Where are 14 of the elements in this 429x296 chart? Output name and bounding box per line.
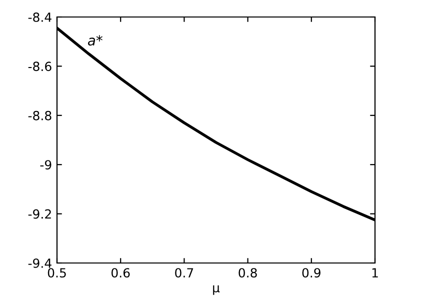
x-tick-label: 0.9: [302, 268, 320, 278]
x-axis-title: μ: [213, 285, 220, 295]
y-tick-label: -9: [40, 160, 52, 170]
y-tick-label: -8.6: [28, 62, 52, 72]
annotation: a*: [88, 35, 102, 46]
x-tick-label: 0.8: [238, 268, 257, 278]
x-tick-label: 0.5: [48, 268, 66, 278]
x-tick-label: 0.7: [175, 268, 194, 278]
y-tick-label: -9.4: [28, 258, 52, 268]
y-tick-label: -8.8: [28, 110, 52, 120]
x-tick-label: 1: [372, 268, 378, 278]
y-tick-label: -9.2: [28, 209, 51, 219]
y-tick-label: -8.4: [28, 12, 52, 22]
x-tick-label: 0.6: [111, 268, 130, 278]
